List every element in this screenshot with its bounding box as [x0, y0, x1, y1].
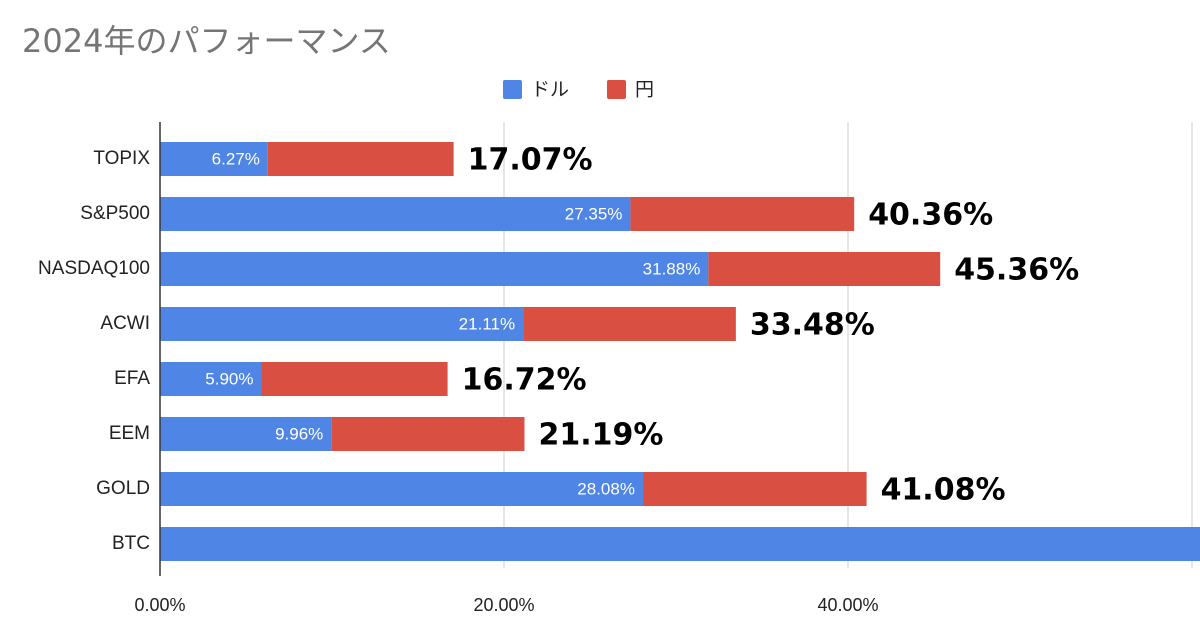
- bar-segment: [523, 307, 736, 341]
- bar-segment: [642, 472, 867, 506]
- data-label: 31.88%: [643, 259, 701, 278]
- total-label: 17.07%: [468, 143, 593, 178]
- total-label: 45.36%: [954, 253, 1079, 288]
- category-label: TOPIX: [93, 148, 150, 169]
- bar-segment: [160, 417, 332, 451]
- legend-label: 円: [635, 79, 654, 101]
- x-tick-label: 40.00%: [817, 595, 878, 615]
- bar-segment: [160, 197, 631, 231]
- data-label: 5.90%: [205, 369, 253, 388]
- legend-swatch: [503, 80, 522, 99]
- total-label: 33.48%: [750, 308, 875, 343]
- category-label: EFA: [114, 368, 150, 389]
- total-label: 21.19%: [538, 418, 663, 453]
- data-label: 9.96%: [275, 424, 323, 443]
- category-label: EEM: [109, 423, 150, 444]
- bar-segment: [160, 307, 524, 341]
- category-label: BTC: [112, 533, 150, 554]
- data-label: 27.35%: [565, 204, 623, 223]
- category-label: S&P500: [80, 203, 150, 224]
- bar-segment: [160, 252, 709, 286]
- chart-title: 2024年のパフォーマンス: [22, 22, 391, 60]
- data-label: 6.27%: [212, 149, 260, 168]
- bar-segment: [267, 142, 454, 176]
- total-label: 41.08%: [881, 473, 1006, 508]
- category-label: ACWI: [100, 313, 150, 334]
- data-label: 21.11%: [459, 314, 515, 333]
- bar-segment: [630, 197, 855, 231]
- bar-segment: [160, 527, 1200, 561]
- bar-segment: [160, 472, 643, 506]
- x-tick-label: 0.00%: [134, 595, 185, 615]
- total-label: 16.72%: [462, 363, 587, 398]
- total-label: 40.36%: [868, 198, 993, 233]
- bar-segment: [160, 362, 262, 396]
- data-label: 28.08%: [577, 479, 635, 498]
- bar-segment: [708, 252, 941, 286]
- category-label: NASDAQ100: [38, 258, 150, 279]
- bar-segment: [331, 417, 525, 451]
- bar-segment: [261, 362, 448, 396]
- legend-swatch: [607, 80, 626, 99]
- x-tick-label: 20.00%: [473, 595, 534, 615]
- legend-label: ドル: [531, 79, 569, 101]
- bar-segment: [160, 142, 268, 176]
- category-label: GOLD: [96, 478, 150, 499]
